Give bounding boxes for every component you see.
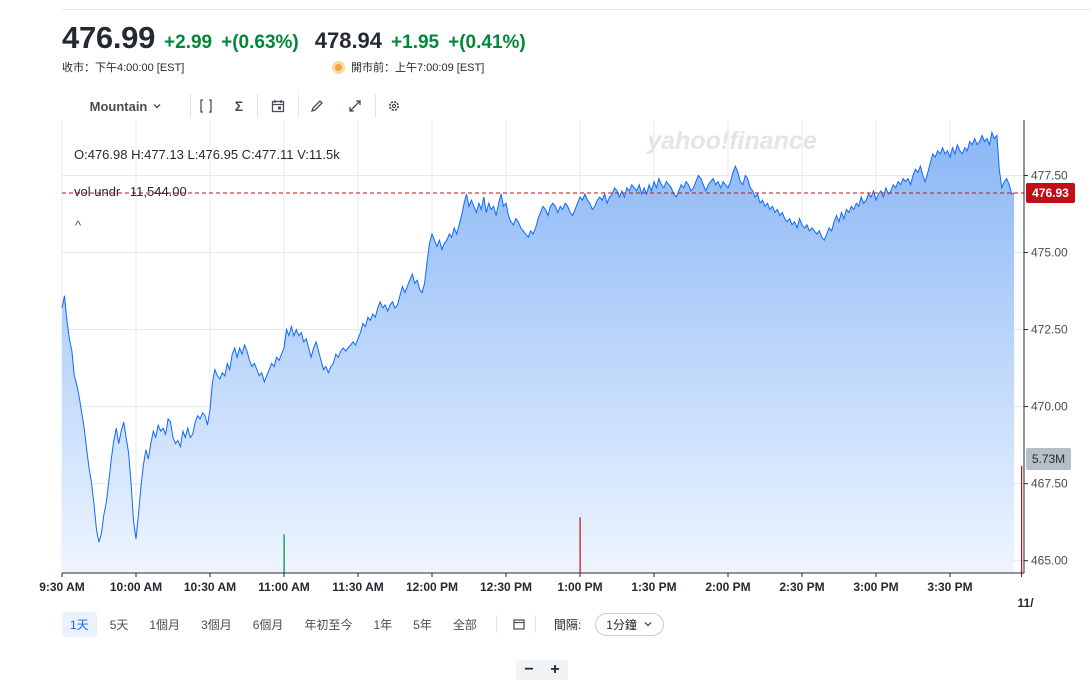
volume-bar [1021,465,1023,573]
y-tick-label: 472.50 [1031,323,1068,337]
volume-tag-bg [1026,448,1071,470]
range-divider [534,615,536,633]
y-tick-label: 477.50 [1031,168,1068,182]
toolbar-divider [257,94,258,118]
x-tick-label: 3:30 PM [927,580,972,594]
range-divider [495,615,497,633]
range-button[interactable]: 年初至今 [304,617,353,632]
last-price-tag: 476.93 [1026,183,1075,204]
y-tick-label: 465.00 [1031,554,1068,568]
toolbar-divider [298,94,299,118]
premarket-change: +1.95 [391,32,440,53]
chart-type-dropdown[interactable]: Mountain [62,94,190,118]
volume-bar [579,517,581,573]
close-change-percent: +(0.63%) [221,32,299,53]
range-button[interactable]: 6個月 [252,617,284,632]
gear-icon [389,101,399,111]
range-button[interactable]: 1個月 [149,617,181,632]
x-tick-label: 3:00 PM [853,580,898,594]
volume-label: vol undr [74,184,121,199]
calendar-icon [513,619,525,630]
range-selector: 1天 5天 1個月 3個月 6個月 年初至今 1年 5年 全部 間隔: 1分鐘 [62,611,664,637]
chevron-down-icon [153,104,161,109]
compare-button[interactable] [191,94,221,118]
range-button[interactable]: 1年 [373,617,393,632]
last-price-tag-label: 476.93 [1032,186,1069,200]
premarket-time: 開市前：上午7:00:09 [EST] [332,59,484,75]
interval-dropdown[interactable]: 1分鐘 [595,612,664,636]
x-tick-label: 2:00 PM [705,580,750,594]
price-line [61,130,1015,543]
events-button[interactable] [258,94,298,118]
premarket-time-label: 開市前：上午7:00:09 [EST] [351,62,485,74]
collapse-legend-button[interactable]: ^ [75,218,81,233]
x-tick-label: 2:30 PM [779,580,824,594]
volume-readout: vol undr 11,544.00 [74,184,187,199]
premarket-change-percent: +(0.41%) [448,32,526,53]
price-chart[interactable]: yahoo!finance 477.50 475.00 472.50 470.00 46… [0,120,1091,640]
premarket-price: 478.94 [314,28,383,53]
date-range-button[interactable] [507,612,531,636]
zoom-controls: − + [516,660,568,680]
x-tick-label: 1:00 PM [557,580,602,594]
chart-toolbar: Mountain Σ [62,94,412,118]
x-tick-label: 1:30 PM [631,580,676,594]
x-tick-label: 11:30 AM [332,580,384,594]
sigma-icon: Σ [234,98,244,114]
zoom-out-button[interactable]: − [524,661,534,678]
toolbar-divider [375,94,376,118]
last-price-tag-bg [1026,183,1075,204]
range-button[interactable]: 5年 [413,617,432,632]
toolbar-divider [190,94,191,118]
ohlcv-readout: O:476.98 H:477.13 L:476.95 C:477.11 V:11… [74,147,340,162]
fullscreen-button[interactable] [335,94,375,118]
price-chart-area: yahoo!finance 477.50 475.00 472.50 470.00 46… [0,120,1091,680]
range-buttons: 1天 5天 1個月 3個月 6個月 年初至今 1年 5年 全部 [62,611,490,637]
y-tick-label: 470.00 [1031,400,1068,414]
price-area-fill [62,132,1015,574]
interval-label: 間隔: [553,617,582,632]
yahoo-finance-watermark: yahoo!finance [645,127,817,155]
close-change: +2.99 [164,32,213,53]
expand-icon [349,100,361,112]
indicators-button[interactable]: Σ [221,94,257,118]
volume-tag: 5.73M [1026,448,1071,470]
settings-button[interactable] [376,94,412,118]
range-button[interactable]: 3個月 [201,617,232,632]
x-tick-label: 11:00 AM [258,580,310,594]
interval-value: 1分鐘 [606,617,637,632]
x-tick-label: 10:30 AM [184,580,236,594]
chart-type-label: Mountain [89,98,148,114]
volume-value: 11,544.00 [129,184,187,199]
chevron-up-icon: ^ [75,218,82,233]
quote-header: 476.99 +2.99 +(0.63%) 478.94 +1.95 +(0.4… [62,20,526,60]
volume-tag-label: 5.73M [1032,452,1065,466]
zoom-in-button[interactable]: + [550,661,560,678]
x-tick-label: 12:30 PM [480,580,532,594]
range-button[interactable]: 全部 [452,617,477,632]
close-price: 476.99 [62,20,156,55]
draw-button[interactable] [299,94,335,118]
pencil-icon [310,100,323,113]
close-time-label: 收市：下午4:00:00 [EST] [62,62,185,74]
chevron-down-icon [644,622,652,627]
x-tick-label: 9:30 AM [39,580,85,594]
x-tick-label: 12:00 PM [406,580,458,594]
sunrise-icon [332,60,345,74]
calendar-icon [271,100,285,113]
y-tick-label: 467.50 [1031,477,1068,491]
volume-bar [283,534,285,573]
range-button[interactable]: 1天 [62,611,97,637]
top-divider [62,9,1091,10]
y-tick-label: 475.00 [1031,246,1068,260]
x-tick-label: 10:00 AM [110,580,162,594]
range-button[interactable]: 5天 [109,617,129,632]
bracket-icon [200,99,212,113]
x-tick-label: 11/ [1018,596,1035,610]
